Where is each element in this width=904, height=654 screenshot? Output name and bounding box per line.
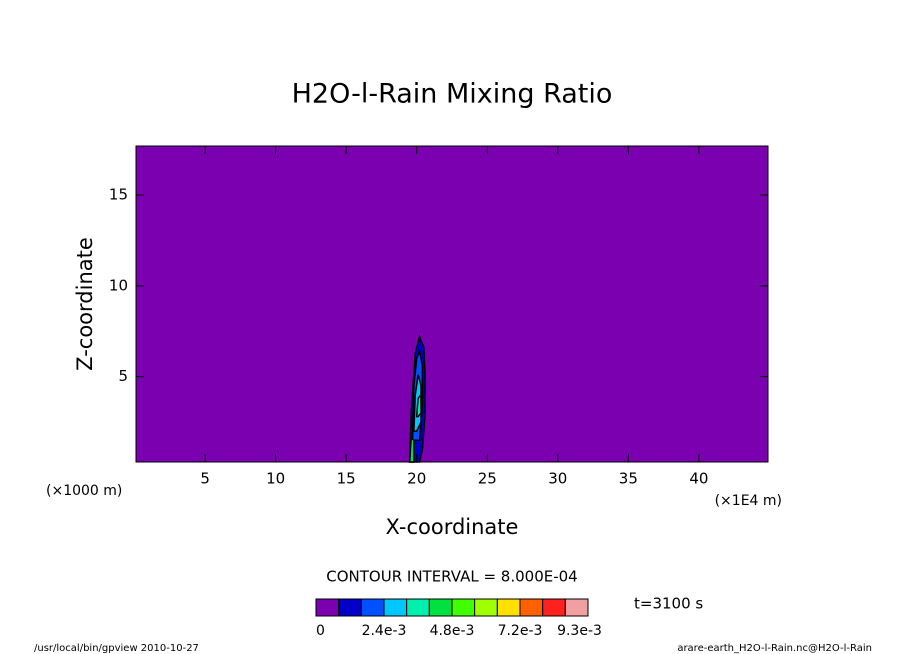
colorbar-box	[542, 598, 566, 617]
colorbar-tick-label: 9.3e-3	[557, 623, 602, 639]
x-tick-label: 35	[619, 470, 638, 488]
footer-left: /usr/local/bin/gpview 2010-10-27	[34, 643, 199, 654]
x-tick-label: 15	[337, 470, 356, 488]
x-axis-label: X-coordinate	[386, 515, 519, 539]
contour-fill	[415, 392, 422, 418]
y-tick-label: 15	[109, 186, 128, 204]
x-tick-label: 25	[478, 470, 497, 488]
colorbar-box	[451, 598, 476, 617]
x-tick-label: 40	[689, 470, 708, 488]
colorbar-box	[519, 598, 544, 617]
x-tick-label: 30	[548, 470, 567, 488]
x-tick-label: 20	[407, 470, 426, 488]
colorbar-box	[338, 598, 362, 617]
contour-fill	[408, 437, 415, 463]
plot-frame	[135, 145, 769, 463]
y-unit: (×1000 m)	[46, 483, 122, 499]
colorbar-tick-label: 7.2e-3	[498, 623, 543, 639]
colorbar-tick-label: 4.8e-3	[430, 623, 475, 639]
colorbar-box	[383, 598, 408, 617]
y-tick-label: 10	[109, 276, 128, 294]
footer-right: arare-earth_H2O-l-Rain.nc@H2O-l-Rain	[677, 643, 872, 654]
time-label: t=3100 s	[634, 595, 703, 613]
contour-interval: CONTOUR INTERVAL = 8.000E-04	[326, 568, 577, 586]
y-tick-label: 5	[118, 367, 128, 385]
x-unit: (×1E4 m)	[715, 493, 782, 509]
colorbar-box	[474, 598, 498, 617]
colorbar-box	[428, 598, 453, 617]
colorbar-box	[315, 598, 340, 617]
x-tick-label: 10	[266, 470, 285, 488]
x-tick-label: 5	[200, 470, 210, 488]
colorbar-tick-label: 0	[316, 623, 325, 639]
y-axis-label: Z-coordinate	[73, 237, 97, 371]
colorbar-box	[360, 598, 385, 617]
colorbar-box	[496, 598, 521, 617]
chart-title: H2O-l-Rain Mixing Ratio	[292, 79, 613, 110]
plot-background	[136, 146, 768, 462]
colorbar-box	[406, 598, 430, 617]
colorbar-box	[564, 598, 589, 617]
colorbar-tick-label: 2.4e-3	[362, 623, 407, 639]
